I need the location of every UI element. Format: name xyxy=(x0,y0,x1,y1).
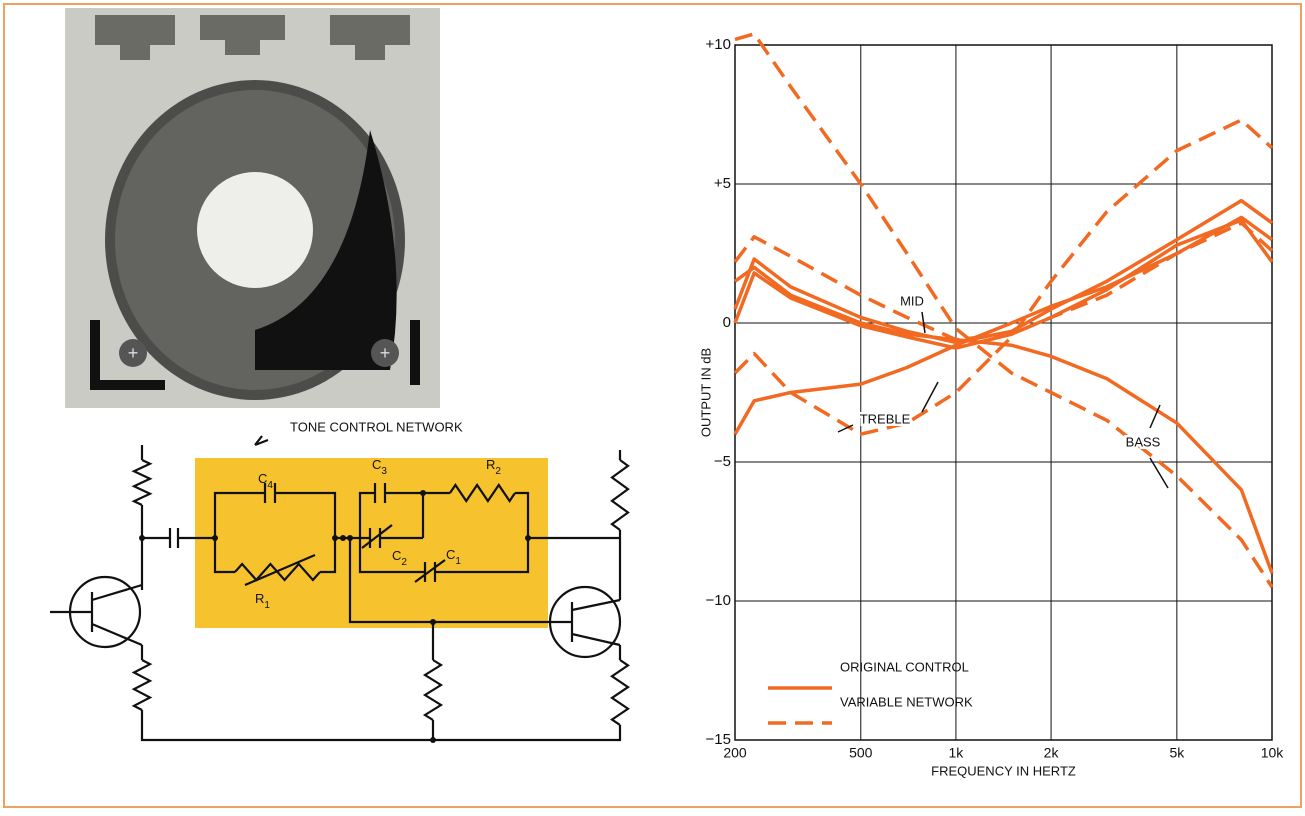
resistor xyxy=(449,483,516,503)
nodes xyxy=(139,490,531,743)
svg-text:+: + xyxy=(380,343,391,363)
component-index: 2 xyxy=(401,557,407,568)
curve xyxy=(733,118,1274,436)
resistor xyxy=(234,562,321,582)
component-index: 1 xyxy=(264,600,270,611)
legend-label: ORIGINAL CONTROL xyxy=(840,659,969,674)
component-index: 1 xyxy=(455,556,461,567)
component-symbol: C xyxy=(258,471,267,486)
wires xyxy=(50,445,622,742)
annotation: TREBLE xyxy=(860,411,911,426)
y-tick-label: +10 xyxy=(706,36,731,53)
annotation-arrow xyxy=(921,311,926,334)
x-tick-label: 10k xyxy=(1261,745,1285,761)
x-axis-label: FREQUENCY IN HERTZ xyxy=(931,763,1076,778)
component-symbol: C xyxy=(446,547,455,562)
y-tick-label: +5 xyxy=(714,175,731,192)
curve xyxy=(734,32,1274,589)
x-tick-label: 5k xyxy=(1169,745,1185,761)
capacitor-plates xyxy=(168,483,446,587)
resistor xyxy=(422,659,444,721)
arrow xyxy=(254,435,269,447)
component-label: C3 xyxy=(372,457,387,476)
y-tick-label: 0 xyxy=(723,314,731,331)
diagram-title: TONE CONTROL NETWORK xyxy=(290,419,463,434)
resistor xyxy=(131,459,153,506)
annotation: MID xyxy=(900,293,924,308)
component-label: C4 xyxy=(258,471,273,490)
y-axis-label: OUTPUT IN dB xyxy=(698,348,713,437)
svg-text:+: + xyxy=(128,343,139,363)
resistor xyxy=(131,659,153,711)
legend-label: VARIABLE NETWORK xyxy=(840,694,973,709)
curve xyxy=(733,265,1274,574)
component-symbol: R xyxy=(486,457,495,472)
resistor xyxy=(610,659,630,726)
component-label: R1 xyxy=(255,591,270,610)
transistor xyxy=(68,575,142,649)
annotation: TREBLE xyxy=(860,411,911,426)
component-label: R2 xyxy=(486,457,501,476)
y-tick-label: −10 xyxy=(706,592,731,609)
component-index: 2 xyxy=(495,466,501,477)
x-tick-label: 500 xyxy=(849,745,873,761)
transistor xyxy=(548,585,622,659)
annotation: MID xyxy=(900,293,924,308)
component-label: C1 xyxy=(446,547,461,566)
annotation-arrow xyxy=(837,381,939,433)
curve xyxy=(733,215,1274,436)
component-symbol: R xyxy=(255,591,264,606)
component-label: C2 xyxy=(392,548,407,567)
component-symbol: C xyxy=(392,548,401,563)
component-index: 4 xyxy=(267,480,273,491)
resistor xyxy=(610,459,630,531)
y-tick-label: −15 xyxy=(706,731,731,748)
annotation-arrow xyxy=(1149,404,1169,489)
curve xyxy=(733,221,1274,342)
x-tick-label: 200 xyxy=(723,745,747,761)
annotation: BASS xyxy=(1126,434,1161,449)
x-tick-label: 2k xyxy=(1044,745,1060,761)
component-symbol: C xyxy=(372,457,381,472)
y-tick-label: −5 xyxy=(714,453,731,470)
photo: + + xyxy=(65,8,440,408)
component-index: 3 xyxy=(381,466,387,477)
annotation: BASS xyxy=(1126,434,1161,449)
network-box xyxy=(195,458,548,628)
x-tick-label: 1k xyxy=(949,745,965,761)
